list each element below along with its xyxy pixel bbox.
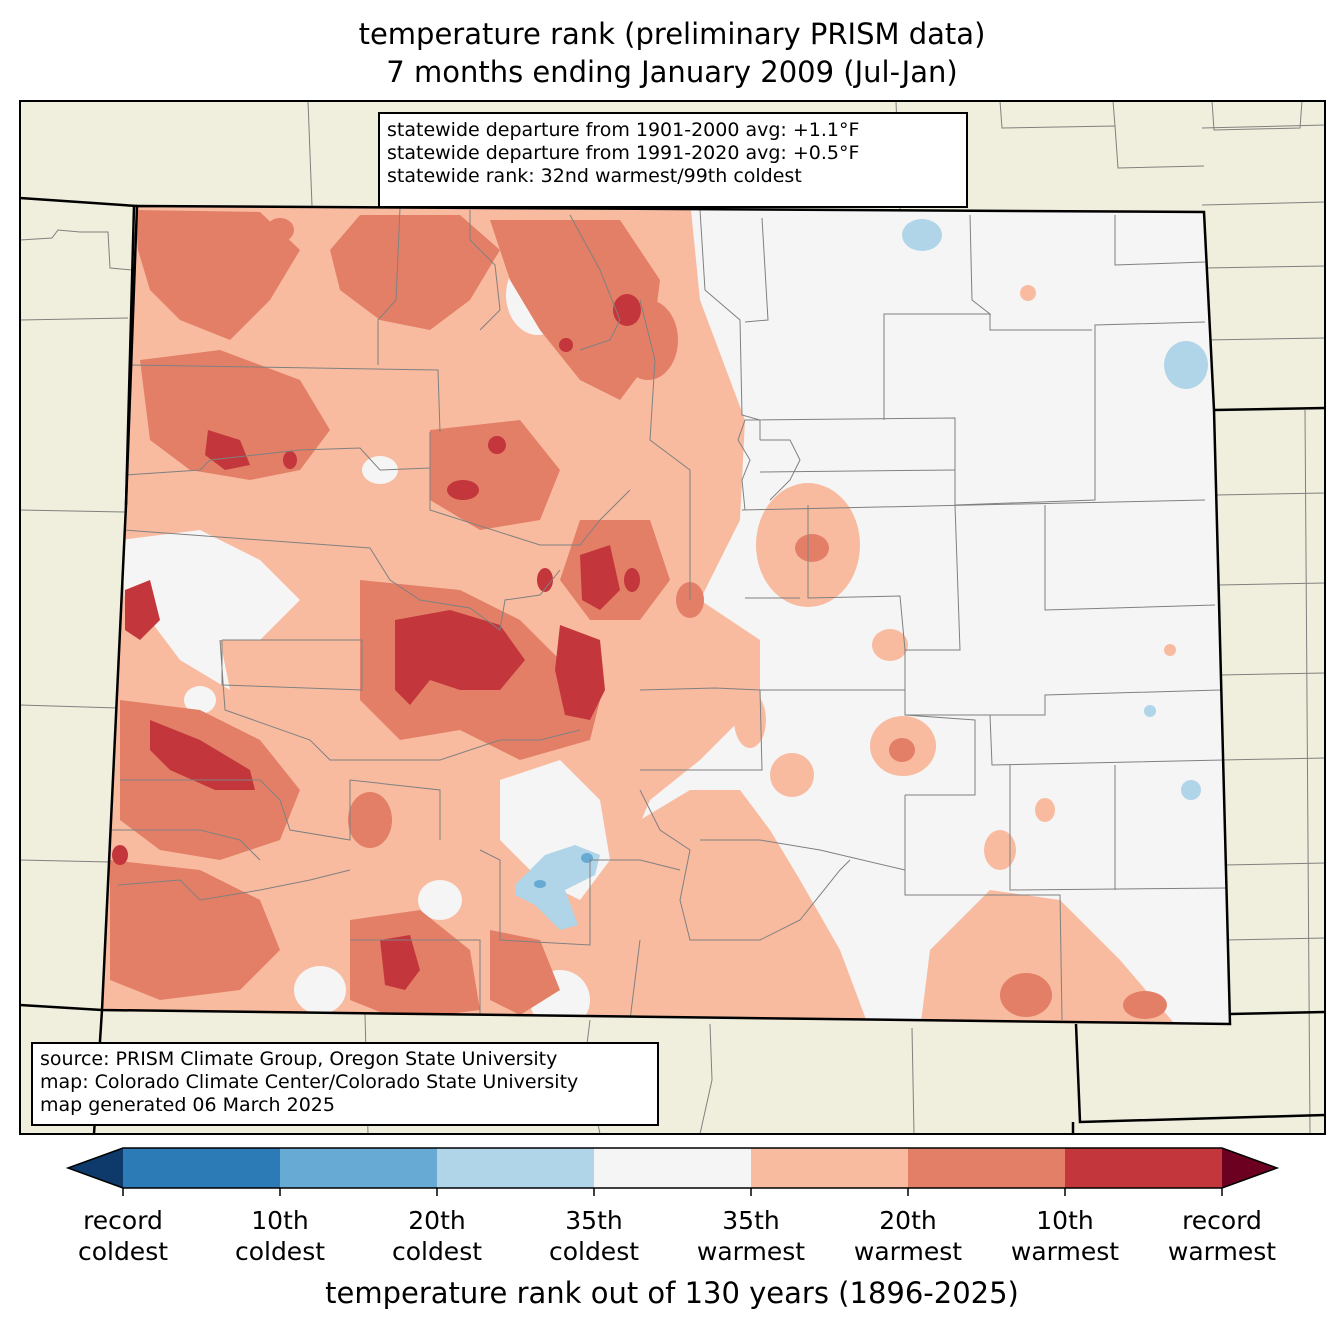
colorbar-extend-low — [68, 1148, 123, 1188]
tick-label-line1: 35th — [722, 1206, 780, 1235]
tick-label-line2: coldest — [391, 1237, 483, 1266]
colorbar-tick-label: record coldest — [43, 1205, 203, 1267]
colorbar-axis-label: temperature rank out of 130 years (1896-… — [325, 1276, 1019, 1310]
colorbar-segment — [908, 1148, 1066, 1188]
colorbar-segment — [1065, 1148, 1223, 1188]
tick-label-line2: coldest — [77, 1237, 169, 1266]
colorbar-segment — [751, 1148, 909, 1188]
rank-10th-warmest-regions — [112, 294, 641, 990]
map-title-line2: 7 months ending January 2009 (Jul-Jan) — [386, 55, 958, 89]
colorbar-tick-label: 20th warmest — [828, 1205, 988, 1267]
tick-label-line1: 10th — [1036, 1206, 1094, 1235]
credits-source: source: PRISM Climate Group, Oregon Stat… — [40, 1048, 558, 1070]
tick-label-line2: coldest — [548, 1237, 640, 1266]
tick-label-line2: warmest — [696, 1237, 806, 1266]
tick-label-line1: 10th — [251, 1206, 309, 1235]
colorbar-extend-high — [1222, 1148, 1277, 1188]
state-borders — [20, 196, 1325, 1134]
map-frame — [19, 100, 1326, 1135]
colorbar-tick-label: 35th coldest — [514, 1205, 674, 1267]
source-credits-box: source: PRISM Climate Group, Oregon Stat… — [31, 1042, 659, 1126]
tick-label-line2: warmest — [1010, 1237, 1120, 1266]
tick-label-line1: 35th — [565, 1206, 623, 1235]
colorbar-segment — [280, 1148, 438, 1188]
tick-label-line2: warmest — [853, 1237, 963, 1266]
colorbar-segment — [123, 1148, 281, 1188]
colorbar-segment — [437, 1148, 595, 1188]
colorbar-tick-label: 20th coldest — [357, 1205, 517, 1267]
rank-35th-coldest-regions — [515, 219, 1208, 930]
tick-label-line2: warmest — [1167, 1237, 1277, 1266]
credits-generated: map generated 06 March 2025 — [40, 1094, 335, 1116]
statewide-stats-box: statewide departure from 1901-2000 avg: … — [378, 112, 968, 208]
colorbar — [65, 1147, 1280, 1196]
colorbar-segment — [594, 1148, 752, 1188]
credits-map: map: Colorado Climate Center/Colorado St… — [40, 1071, 579, 1093]
colorbar-tick-label: 10th coldest — [200, 1205, 360, 1267]
colorbar-tick-label: 10th warmest — [985, 1205, 1145, 1267]
stats-departure-1901-2000: statewide departure from 1901-2000 avg: … — [387, 119, 860, 141]
rank-20th-warmest-regions — [110, 210, 1167, 1020]
map-title-line1: temperature rank (preliminary PRISM data… — [358, 17, 986, 51]
tick-label-line1: 20th — [879, 1206, 937, 1235]
rank-20th-coldest-regions — [534, 853, 593, 888]
tick-label-line1: record — [1182, 1206, 1262, 1235]
tick-label-line1: record — [83, 1206, 163, 1235]
stats-statewide-rank: statewide rank: 32nd warmest/99th coldes… — [387, 165, 802, 187]
stats-departure-1991-2020: statewide departure from 1991-2020 avg: … — [387, 142, 860, 164]
colorbar-tick-label: 35th warmest — [671, 1205, 831, 1267]
colorado-county-lines — [112, 207, 1229, 1021]
tick-label-line2: coldest — [234, 1237, 326, 1266]
tick-label-line1: 20th — [408, 1206, 466, 1235]
colorbar-tick-label: record warmest — [1142, 1205, 1302, 1267]
